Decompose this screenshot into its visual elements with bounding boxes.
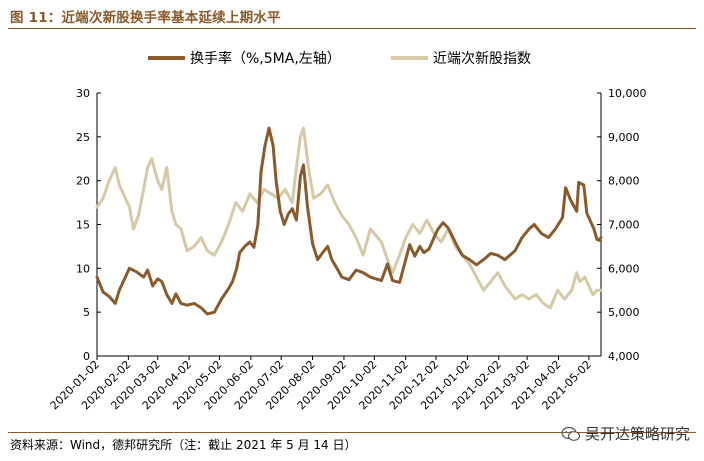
watermark: 吴开达策略研究 [561, 423, 690, 444]
right-tick-label: 9,000 [608, 131, 640, 144]
series-line-index [95, 126, 603, 310]
source-note: 资料来源：Wind，德邦研究所（注：截止 2021 年 5 月 14 日） [10, 438, 357, 452]
left-tick-label: 15 [76, 219, 90, 232]
right-tick-label: 7,000 [608, 219, 640, 232]
title-divider [8, 28, 696, 29]
legend-label-turnover: 换手率（%,5MA,左轴） [190, 50, 341, 67]
series-line-turnover [95, 126, 603, 316]
right-tick-label: 10,000 [608, 87, 647, 100]
chart-series [95, 126, 603, 316]
right-tick-label: 8,000 [608, 175, 640, 188]
left-tick-label: 25 [76, 131, 90, 144]
left-tick-label: 20 [76, 175, 90, 188]
chart-legend: 换手率（%,5MA,左轴） 近端次新股指数 [148, 50, 531, 67]
legend-label-index: 近端次新股指数 [433, 51, 531, 67]
right-tick-label: 6,000 [608, 262, 640, 275]
chart-axes: 0 5 10 15 20 25 30 4,000 5,000 6,000 7,000 8,000 9,0… [48, 87, 647, 412]
right-tick-label: 5,000 [608, 306, 640, 319]
figure-title: 图 11：近端次新股换手率基本延续上期水平 [10, 10, 281, 26]
left-tick-label: 10 [76, 262, 90, 275]
watermark-text: 吴开达策略研究 [584, 425, 690, 443]
left-tick-label: 5 [83, 306, 90, 319]
wechat-icon [561, 426, 581, 441]
footer-divider [8, 432, 696, 433]
left-tick-label: 0 [83, 350, 90, 363]
left-tick-label: 30 [76, 87, 90, 100]
right-tick-label: 4,000 [608, 350, 640, 363]
